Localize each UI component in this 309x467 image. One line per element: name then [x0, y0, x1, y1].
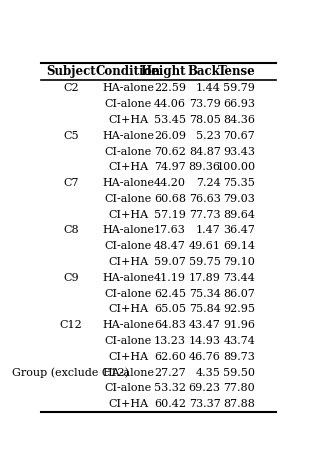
Text: 84.87: 84.87	[189, 147, 221, 156]
Text: 7.24: 7.24	[196, 178, 221, 188]
Text: 84.36: 84.36	[223, 115, 255, 125]
Text: 64.83: 64.83	[154, 320, 186, 330]
Text: C9: C9	[63, 273, 79, 283]
Text: Height: Height	[140, 65, 186, 78]
Text: HA-alone: HA-alone	[102, 84, 154, 93]
Text: C7: C7	[63, 178, 79, 188]
Text: 26.09: 26.09	[154, 131, 186, 141]
Text: 22.59: 22.59	[154, 84, 186, 93]
Text: HA-alone: HA-alone	[102, 226, 154, 235]
Text: CI+HA: CI+HA	[108, 163, 149, 172]
Text: CI+HA: CI+HA	[108, 352, 149, 362]
Text: CI-alone: CI-alone	[105, 383, 152, 393]
Text: 62.45: 62.45	[154, 289, 186, 298]
Text: CI+HA: CI+HA	[108, 257, 149, 267]
Text: CI-alone: CI-alone	[105, 289, 152, 298]
Text: 79.10: 79.10	[223, 257, 255, 267]
Text: 62.60: 62.60	[154, 352, 186, 362]
Text: 73.79: 73.79	[189, 99, 221, 109]
Text: CI+HA: CI+HA	[108, 304, 149, 314]
Text: HA-alone: HA-alone	[102, 131, 154, 141]
Text: 59.75: 59.75	[189, 257, 221, 267]
Text: 41.19: 41.19	[154, 273, 186, 283]
Text: 89.64: 89.64	[223, 210, 255, 219]
Text: 53.45: 53.45	[154, 115, 186, 125]
Text: 74.97: 74.97	[154, 163, 186, 172]
Text: 89.73: 89.73	[223, 352, 255, 362]
Text: CI-alone: CI-alone	[105, 336, 152, 346]
Text: 77.80: 77.80	[224, 383, 255, 393]
Text: Back: Back	[188, 65, 221, 78]
Text: 66.93: 66.93	[223, 99, 255, 109]
Text: 69.23: 69.23	[188, 383, 221, 393]
Text: 27.27: 27.27	[154, 368, 186, 377]
Text: HA-alone: HA-alone	[102, 320, 154, 330]
Text: 100.00: 100.00	[216, 163, 255, 172]
Text: CI-alone: CI-alone	[105, 194, 152, 204]
Text: 77.73: 77.73	[189, 210, 221, 219]
Text: 70.62: 70.62	[154, 147, 186, 156]
Text: 4.35: 4.35	[196, 368, 221, 377]
Text: HA-alone: HA-alone	[102, 368, 154, 377]
Text: 73.44: 73.44	[223, 273, 255, 283]
Text: 17.63: 17.63	[154, 226, 186, 235]
Text: 5.23: 5.23	[196, 131, 221, 141]
Text: CI+HA: CI+HA	[108, 210, 149, 219]
Text: C5: C5	[63, 131, 79, 141]
Text: 59.79: 59.79	[223, 84, 255, 93]
Text: 93.43: 93.43	[223, 147, 255, 156]
Text: 59.07: 59.07	[154, 257, 186, 267]
Text: 59.50: 59.50	[223, 368, 255, 377]
Text: 91.96: 91.96	[223, 320, 255, 330]
Text: 76.63: 76.63	[189, 194, 221, 204]
Text: Group (exclude C12): Group (exclude C12)	[12, 367, 129, 378]
Text: C2: C2	[63, 84, 79, 93]
Text: 89.36: 89.36	[188, 163, 221, 172]
Text: C8: C8	[63, 226, 79, 235]
Text: 70.67: 70.67	[224, 131, 255, 141]
Text: 79.03: 79.03	[223, 194, 255, 204]
Text: 73.37: 73.37	[189, 399, 221, 409]
Text: 65.05: 65.05	[154, 304, 186, 314]
Text: 92.95: 92.95	[223, 304, 255, 314]
Text: 75.34: 75.34	[189, 289, 221, 298]
Text: Subject: Subject	[46, 65, 96, 78]
Text: 75.84: 75.84	[189, 304, 221, 314]
Text: 36.47: 36.47	[223, 226, 255, 235]
Text: 43.74: 43.74	[223, 336, 255, 346]
Text: CI-alone: CI-alone	[105, 99, 152, 109]
Text: 13.23: 13.23	[154, 336, 186, 346]
Text: CI+HA: CI+HA	[108, 115, 149, 125]
Text: 44.06: 44.06	[154, 99, 186, 109]
Text: 60.42: 60.42	[154, 399, 186, 409]
Text: HA-alone: HA-alone	[102, 178, 154, 188]
Text: CI+HA: CI+HA	[108, 399, 149, 409]
Text: 44.20: 44.20	[154, 178, 186, 188]
Text: HA-alone: HA-alone	[102, 273, 154, 283]
Text: 43.47: 43.47	[189, 320, 221, 330]
Text: Tense: Tense	[218, 65, 255, 78]
Text: 60.68: 60.68	[154, 194, 186, 204]
Text: 78.05: 78.05	[189, 115, 221, 125]
Text: 14.93: 14.93	[188, 336, 221, 346]
Text: CI-alone: CI-alone	[105, 147, 152, 156]
Text: 1.44: 1.44	[196, 84, 221, 93]
Text: 86.07: 86.07	[223, 289, 255, 298]
Text: 46.76: 46.76	[189, 352, 221, 362]
Text: 87.88: 87.88	[223, 399, 255, 409]
Text: 17.89: 17.89	[189, 273, 221, 283]
Text: 48.47: 48.47	[154, 241, 186, 251]
Text: 1.47: 1.47	[196, 226, 221, 235]
Text: C12: C12	[60, 320, 82, 330]
Text: 75.35: 75.35	[223, 178, 255, 188]
Text: 53.32: 53.32	[154, 383, 186, 393]
Text: 69.14: 69.14	[223, 241, 255, 251]
Text: CI-alone: CI-alone	[105, 241, 152, 251]
Text: 49.61: 49.61	[188, 241, 221, 251]
Text: 57.19: 57.19	[154, 210, 186, 219]
Text: Condition: Condition	[96, 65, 161, 78]
